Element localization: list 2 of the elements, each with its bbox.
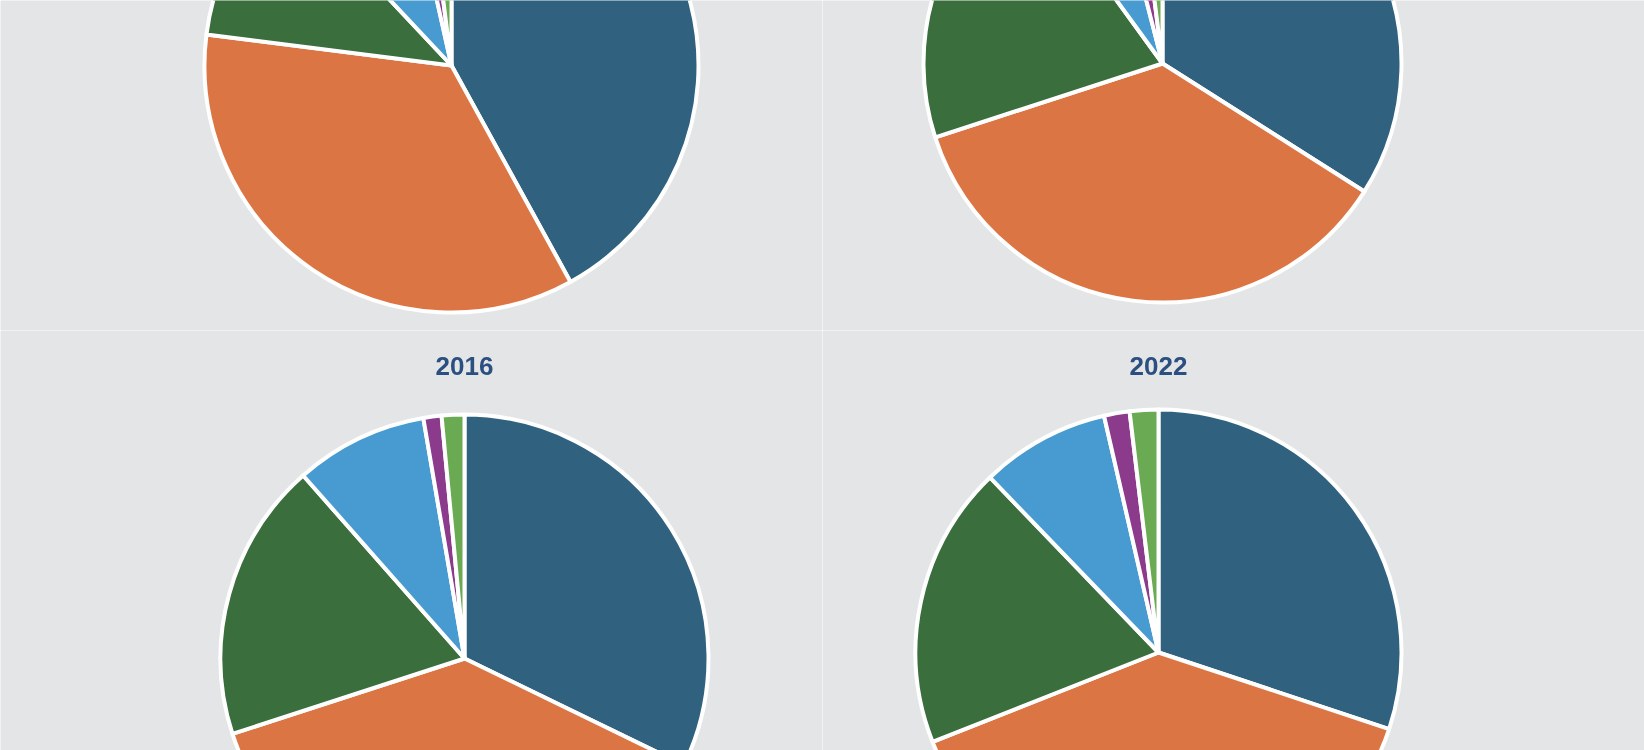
chart-title: 2022 xyxy=(1129,350,1188,381)
chart-title: 2016 xyxy=(435,350,494,381)
